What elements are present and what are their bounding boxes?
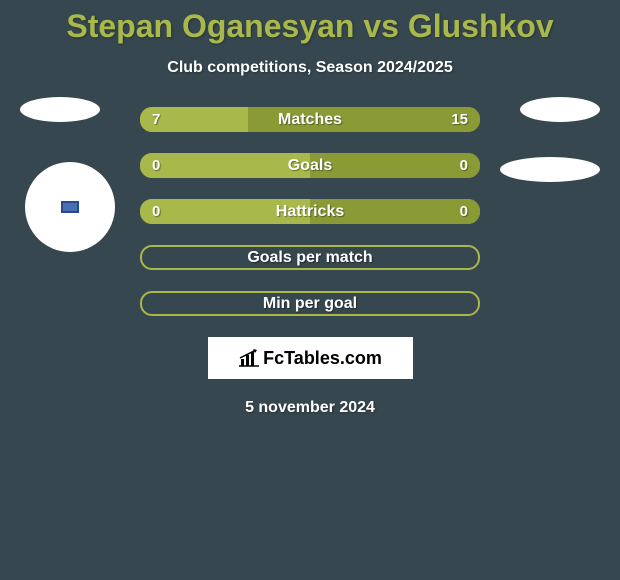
stat-bar-left <box>140 153 310 178</box>
stats-list: 7 15 Matches 0 0 Goals 0 0 Hattricks Goals per ma… <box>140 107 480 316</box>
stat-value-left: 0 <box>152 157 160 174</box>
player-avatar-right <box>520 97 600 122</box>
stat-value-right: 15 <box>451 111 468 128</box>
stats-container: 7 15 Matches 0 0 Goals 0 0 Hattricks Goals per ma… <box>0 107 620 316</box>
stat-row: Goals per match <box>140 245 480 270</box>
stat-row: 0 0 Hattricks <box>140 199 480 224</box>
stat-row: Min per goal <box>140 291 480 316</box>
stat-row: 0 0 Goals <box>140 153 480 178</box>
club-badge-left <box>25 162 115 252</box>
stat-row: 7 15 Matches <box>140 107 480 132</box>
source-logo: FcTables.com <box>208 337 413 379</box>
stat-value-left: 0 <box>152 203 160 220</box>
stat-label: Min per goal <box>263 295 357 313</box>
player-avatar-left <box>20 97 100 122</box>
date-label: 5 november 2024 <box>0 399 620 417</box>
stat-value-right: 0 <box>460 203 468 220</box>
stat-label: Goals <box>288 157 332 175</box>
stat-bar-right <box>310 153 480 178</box>
chart-icon <box>238 349 260 367</box>
stat-label: Matches <box>278 111 342 129</box>
stat-value-left: 7 <box>152 111 160 128</box>
stat-value-right: 0 <box>460 157 468 174</box>
club-flag-icon <box>61 201 79 213</box>
club-badge-right <box>500 157 600 182</box>
page-title: Stepan Oganesyan vs Glushkov <box>0 0 620 45</box>
subtitle: Club competitions, Season 2024/2025 <box>0 59 620 77</box>
logo-text: FcTables.com <box>263 348 382 369</box>
stat-label: Hattricks <box>276 203 344 221</box>
stat-label: Goals per match <box>247 249 372 267</box>
